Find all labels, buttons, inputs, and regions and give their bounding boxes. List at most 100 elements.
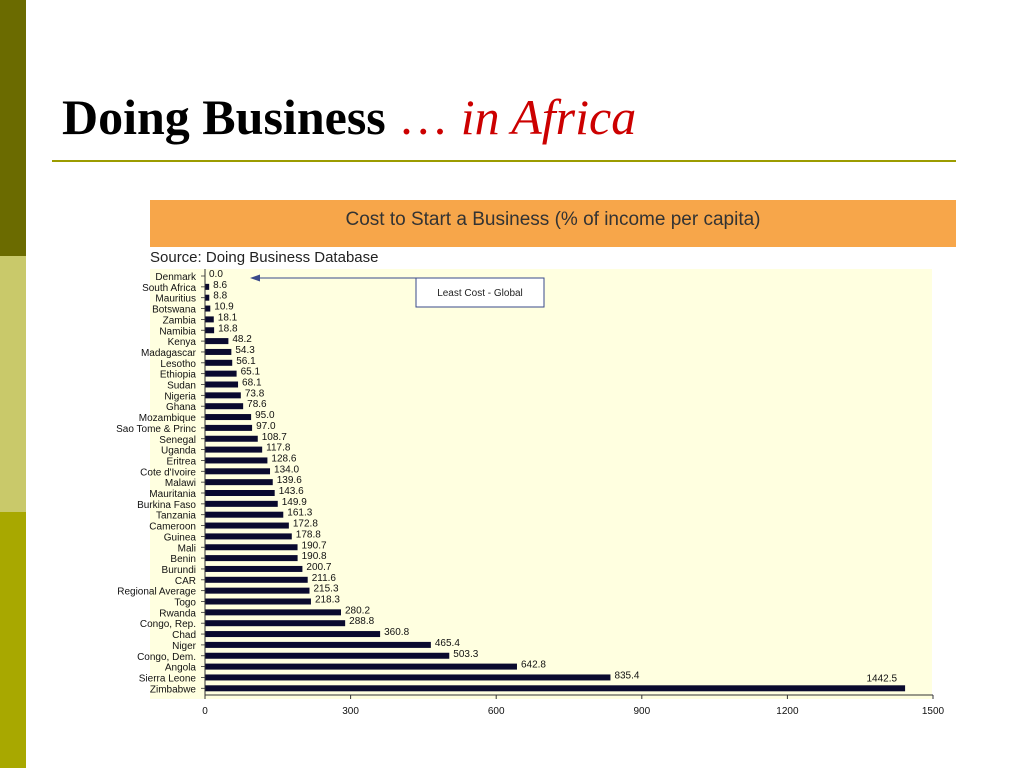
data-label: 117.8 — [266, 443, 291, 454]
x-tick-label: 900 — [633, 706, 650, 717]
data-label: 211.6 — [312, 573, 337, 584]
bar — [205, 283, 210, 290]
category-label: Burundi — [162, 565, 196, 576]
data-label: 78.6 — [247, 399, 267, 410]
bar — [205, 316, 214, 323]
category-label: Tanzania — [156, 511, 196, 522]
bar — [205, 609, 341, 616]
bar — [205, 370, 237, 377]
bar — [205, 620, 346, 627]
slide-title-ellipsis: … — [398, 89, 449, 145]
category-label: South Africa — [142, 283, 196, 294]
category-label: Angola — [165, 663, 197, 674]
category-label: Congo, Dem. — [137, 652, 196, 663]
category-label: Zimbabwe — [150, 684, 197, 695]
chart-title: Cost to Start a Business (% of income pe… — [150, 200, 956, 247]
data-label: 288.8 — [349, 616, 374, 627]
data-label: 128.6 — [271, 453, 296, 464]
data-label: 10.9 — [214, 302, 234, 313]
bar — [205, 641, 431, 648]
data-label: 465.4 — [435, 638, 460, 649]
data-label: 161.3 — [287, 508, 312, 519]
bar — [205, 392, 241, 399]
data-label: 503.3 — [453, 649, 478, 660]
bar — [205, 522, 289, 529]
bar — [205, 565, 303, 572]
data-label: 200.7 — [306, 562, 331, 573]
bar — [205, 479, 273, 486]
bar — [205, 652, 450, 659]
data-label: 18.8 — [218, 323, 238, 334]
bar — [205, 500, 278, 507]
category-label: Togo — [174, 598, 196, 609]
bar — [205, 381, 239, 388]
category-label: Cote d'Ivoire — [140, 467, 196, 478]
side-strip-bottom — [0, 512, 26, 768]
side-strip-top — [0, 0, 26, 256]
data-label: 139.6 — [277, 475, 302, 486]
bar — [205, 555, 298, 562]
data-label: 97.0 — [256, 421, 276, 432]
category-label: Sudan — [167, 381, 196, 392]
data-label: 215.3 — [313, 584, 338, 595]
bar — [205, 631, 381, 638]
category-label: CAR — [175, 576, 196, 587]
chart-subtitle: Source: Doing Business Database — [150, 249, 379, 266]
data-label: 108.7 — [262, 432, 287, 443]
bar — [205, 424, 253, 431]
data-label: 280.2 — [345, 605, 370, 616]
category-label: Botswana — [152, 305, 196, 316]
data-label: 360.8 — [384, 627, 409, 638]
data-label: 143.6 — [279, 486, 304, 497]
bar — [205, 446, 263, 453]
bar — [205, 468, 271, 475]
bar — [205, 544, 298, 551]
data-label: 65.1 — [241, 367, 261, 378]
data-label: 56.1 — [236, 356, 256, 367]
category-label: Sierra Leone — [139, 673, 197, 684]
bar — [205, 414, 252, 421]
annotation-text: Least Cost - Global — [437, 288, 523, 299]
bar — [205, 457, 268, 464]
x-tick-label: 600 — [488, 706, 505, 717]
category-label: Denmark — [155, 272, 197, 283]
data-label: 68.1 — [242, 378, 262, 389]
data-label: 134.0 — [274, 464, 299, 475]
category-label: Mozambique — [139, 413, 197, 424]
category-label: Mauritania — [149, 489, 196, 500]
annotation-box — [415, 277, 545, 308]
x-tick-label: 0 — [202, 706, 208, 717]
category-label: Cameroon — [149, 522, 196, 533]
bar — [205, 403, 244, 410]
category-label: Zambia — [163, 315, 197, 326]
slide-title: Doing Business … in Africa — [62, 82, 636, 152]
slide-title-main: Doing Business — [62, 89, 386, 145]
category-label: Namibia — [159, 326, 196, 337]
data-label: 54.3 — [235, 345, 255, 356]
title-divider — [52, 160, 956, 162]
bar — [205, 348, 232, 355]
data-label: 73.8 — [245, 388, 265, 399]
category-label: Eritrea — [167, 456, 197, 467]
plot-area — [150, 269, 932, 699]
data-label: 48.2 — [232, 334, 252, 345]
data-label: 642.8 — [521, 660, 546, 671]
category-label: Madagascar — [141, 348, 197, 359]
category-label: Senegal — [159, 435, 196, 446]
bar — [205, 674, 611, 681]
category-label: Rwanda — [159, 608, 196, 619]
category-label: Ethiopia — [160, 370, 197, 381]
data-label: 18.1 — [218, 312, 238, 323]
bar — [205, 598, 311, 605]
category-label: Uganda — [161, 446, 196, 457]
bar — [205, 490, 275, 496]
side-strip-middle — [0, 256, 26, 512]
category-label: Ghana — [166, 402, 196, 413]
data-label: 1442.5 — [866, 673, 897, 684]
category-label: Mauritius — [155, 294, 196, 305]
category-label: Congo, Rep. — [140, 619, 196, 630]
x-tick-label: 1500 — [922, 706, 945, 717]
bar — [205, 576, 308, 583]
category-label: Nigeria — [164, 391, 196, 402]
